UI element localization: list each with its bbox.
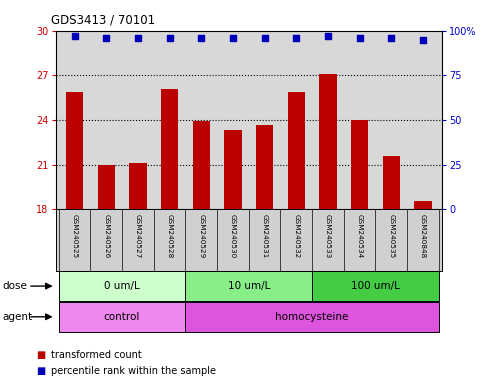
Bar: [256, 125, 273, 209]
Text: dose: dose: [2, 281, 28, 291]
Bar: [319, 74, 337, 209]
Text: ■: ■: [36, 366, 45, 376]
Point: [356, 35, 364, 41]
Text: GSM240848: GSM240848: [420, 214, 426, 258]
Text: GSM240526: GSM240526: [103, 214, 109, 258]
Text: GSM240533: GSM240533: [325, 214, 331, 258]
Point: [102, 35, 110, 41]
Text: GSM240535: GSM240535: [388, 214, 394, 258]
Text: percentile rank within the sample: percentile rank within the sample: [51, 366, 216, 376]
Text: transformed count: transformed count: [51, 350, 142, 360]
Bar: [383, 156, 400, 209]
Bar: [98, 165, 115, 209]
Text: ■: ■: [36, 350, 45, 360]
Text: GSM240525: GSM240525: [71, 214, 78, 258]
Bar: [161, 89, 178, 209]
Point: [166, 35, 173, 41]
Bar: [414, 201, 432, 209]
Point: [229, 35, 237, 41]
Point: [419, 36, 427, 43]
Point: [198, 35, 205, 41]
Point: [324, 33, 332, 39]
Text: GSM240531: GSM240531: [262, 214, 268, 258]
Text: GSM240528: GSM240528: [167, 214, 172, 258]
Text: GDS3413 / 70101: GDS3413 / 70101: [51, 14, 155, 27]
Text: GSM240532: GSM240532: [293, 214, 299, 258]
Text: GSM240527: GSM240527: [135, 214, 141, 258]
Text: GSM240529: GSM240529: [198, 214, 204, 258]
Bar: [193, 121, 210, 209]
Bar: [59, 271, 185, 301]
Point: [387, 35, 395, 41]
Text: homocysteine: homocysteine: [275, 312, 349, 322]
Text: 10 um/L: 10 um/L: [227, 281, 270, 291]
Bar: [224, 131, 242, 209]
Bar: [351, 120, 369, 209]
Text: GSM240534: GSM240534: [356, 214, 363, 258]
Bar: [129, 163, 147, 209]
Bar: [287, 93, 305, 209]
Text: 0 um/L: 0 um/L: [104, 281, 140, 291]
Bar: [59, 302, 185, 331]
Bar: [185, 302, 439, 331]
Text: control: control: [104, 312, 140, 322]
Bar: [66, 92, 83, 209]
Point: [134, 35, 142, 41]
Bar: [185, 271, 312, 301]
Point: [71, 33, 78, 39]
Text: agent: agent: [2, 312, 32, 322]
Text: 100 um/L: 100 um/L: [351, 281, 400, 291]
Point: [261, 35, 269, 41]
Point: [292, 35, 300, 41]
Bar: [312, 271, 439, 301]
Text: GSM240530: GSM240530: [230, 214, 236, 258]
